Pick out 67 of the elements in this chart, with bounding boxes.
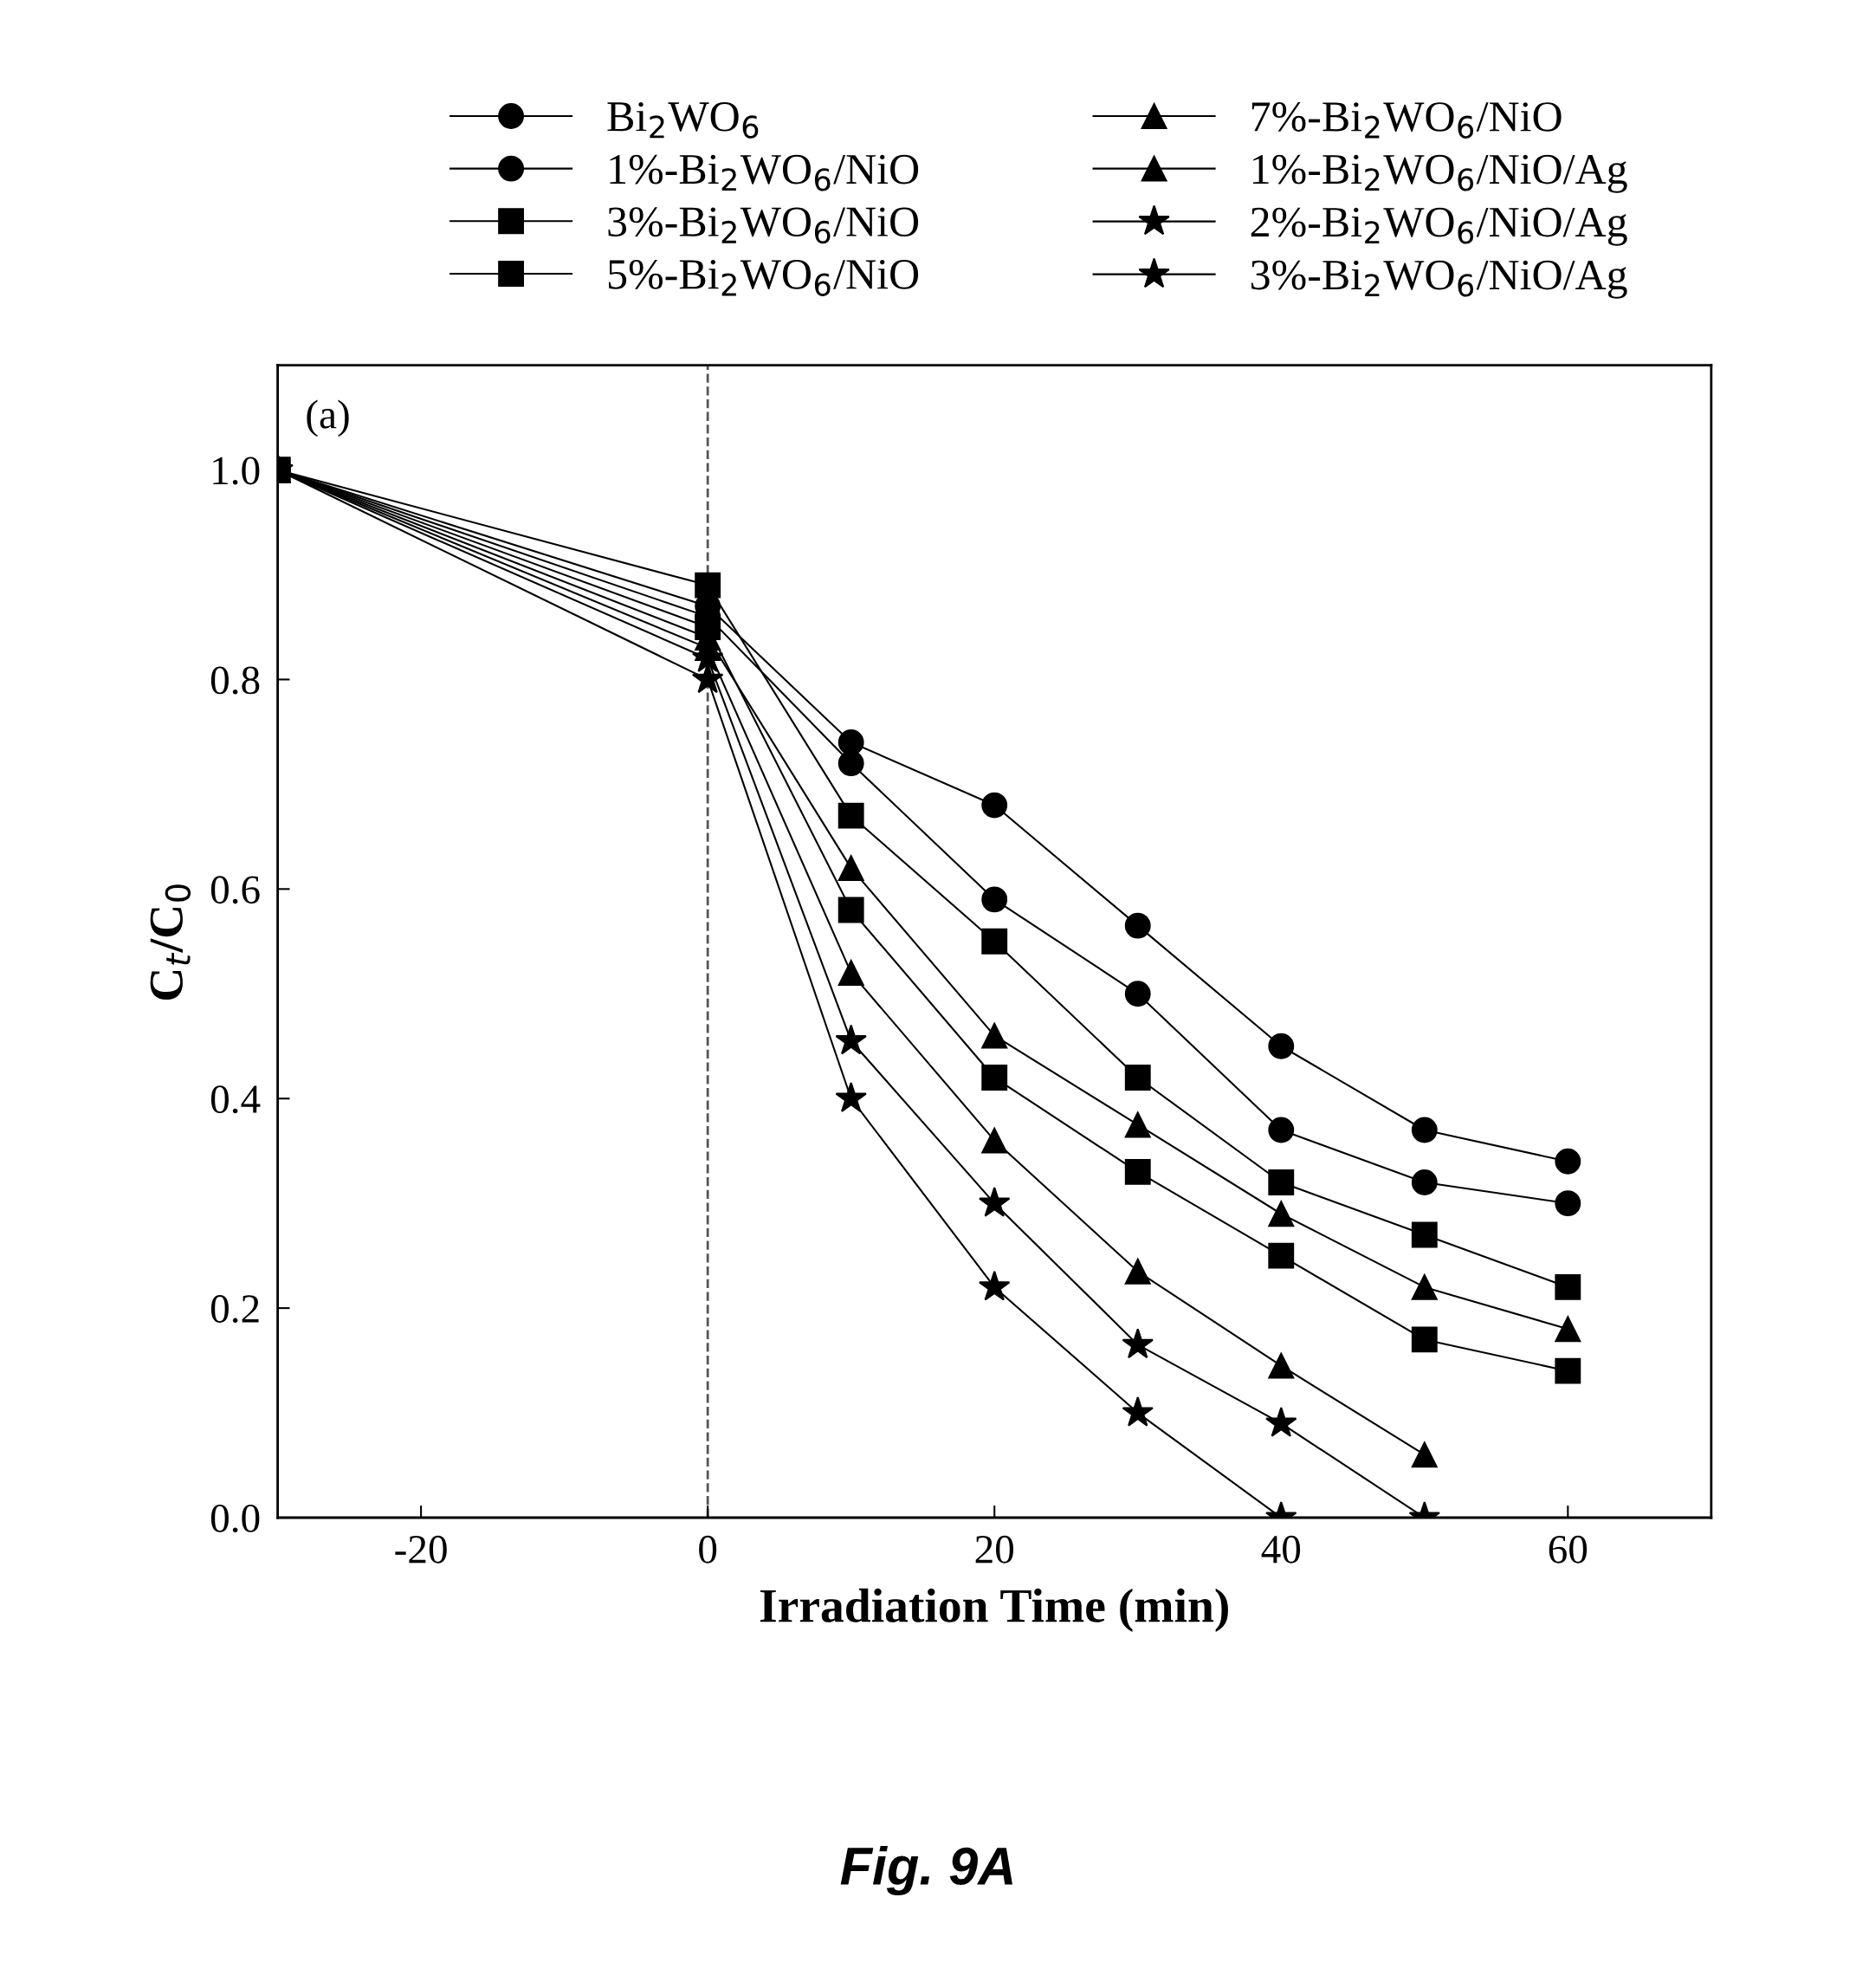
point [695,572,721,599]
point [1124,1258,1151,1285]
y-axis-title: C$_{t}$/C$_{0}$ [150,884,191,1000]
legend-label: 1%-Bi$_{2}$WO$_{6}$/NiO [610,154,919,191]
x-tick-label: -20 [395,1535,447,1564]
y-tick-label: 0.0 [210,1504,260,1533]
point [1555,1148,1581,1175]
point [1555,1316,1581,1343]
point [837,855,864,882]
point [1411,1273,1438,1300]
y-tick-label: 0.4 [210,1085,261,1114]
point [1122,1328,1154,1359]
point [1268,1033,1295,1059]
point [837,897,864,923]
x-axis-title: Irradiation Time (min) [760,1588,1228,1633]
y-tick-label: 0.6 [210,876,260,904]
legend-label: 2%-Bi$_{2}$WO$_{6}$/NiO/Ag [1251,207,1627,246]
point [979,1187,1011,1217]
point [981,928,1008,955]
point [981,886,1008,913]
annotation: (a) [307,399,349,437]
point [1122,1395,1154,1427]
legend-label: 5%-Bi$_{2}$WO$_{6}$/NiO [608,259,919,296]
x-tick-label: 60 [1549,1535,1588,1564]
point [1411,1117,1438,1143]
point [981,1127,1008,1154]
point [981,1022,1008,1049]
point [1268,1242,1295,1269]
point [835,1024,867,1055]
point [1268,1169,1295,1195]
y-tick-label: 1.0 [213,457,260,485]
x-tick-label: 0 [699,1535,717,1564]
x-tick-label: 20 [975,1535,1014,1564]
y-tick-label: 0.8 [210,666,260,695]
point [1411,1221,1438,1248]
point [835,1082,867,1112]
point [1411,1326,1438,1353]
x-tick-label: 40 [1261,1535,1301,1564]
point [1124,1065,1151,1091]
point [1124,912,1151,939]
point [837,960,864,987]
legend-label: Bi$_{2}$WO$_{6}$ [607,102,759,139]
point [1411,1441,1438,1468]
point [981,1065,1008,1091]
legend-label: 3%-Bi$_{2}$WO$_{6}$/NiO/Ag [1251,260,1627,299]
point [1265,1407,1297,1437]
point [1124,1158,1151,1185]
point [691,663,724,694]
legend-label: 3%-Bi$_{2}$WO$_{6}$/NiO [608,207,919,244]
point [1555,1190,1581,1217]
legend-label: 1%-Bi$_{2}$WO$_{6}$/NiO/Ag [1252,154,1627,193]
point [1555,1357,1581,1384]
point [1555,1273,1581,1300]
point [837,750,864,777]
point [979,1270,1011,1301]
point [837,802,864,829]
legend-label: 7%-Bi$_{2}$WO$_{6}$/NiO [1251,102,1562,139]
point [1268,1117,1295,1143]
point [1268,1352,1295,1379]
y-tick-label: 0.2 [210,1295,259,1324]
point [1411,1169,1438,1195]
point [1124,981,1151,1007]
point [1268,1201,1295,1227]
caption: Fig. 9A [840,1846,1012,1896]
point [837,729,864,755]
point [1124,1111,1151,1138]
point [981,792,1008,819]
